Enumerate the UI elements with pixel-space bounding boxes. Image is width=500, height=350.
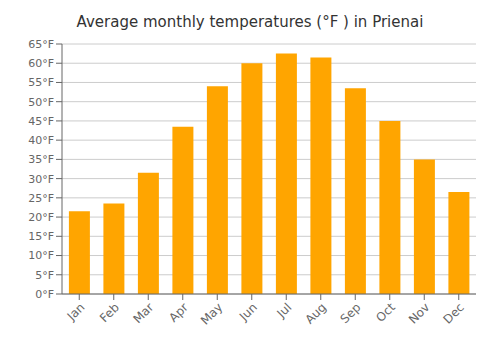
svg-text:50°F: 50°F: [28, 96, 54, 109]
svg-text:May: May: [198, 300, 225, 327]
svg-text:5°F: 5°F: [35, 269, 54, 282]
svg-text:Mar: Mar: [130, 300, 156, 326]
svg-text:20°F: 20°F: [28, 211, 54, 224]
svg-text:Apr: Apr: [166, 300, 191, 325]
svg-text:60°F: 60°F: [28, 57, 54, 70]
svg-text:10°F: 10°F: [28, 249, 54, 262]
svg-text:35°F: 35°F: [28, 153, 54, 166]
svg-text:65°F: 65°F: [28, 38, 54, 51]
svg-text:Nov: Nov: [406, 300, 432, 326]
svg-text:30°F: 30°F: [28, 173, 54, 186]
svg-text:Oct: Oct: [373, 300, 398, 325]
svg-text:40°F: 40°F: [28, 134, 54, 147]
svg-text:0°F: 0°F: [35, 288, 54, 301]
html-text:Average monthly temperatures (: Average monthly temperatures (°F ) in Pr…: [76, 13, 424, 31]
svg-text:45°F: 45°F: [28, 115, 54, 128]
svg-text:Jul: Jul: [274, 300, 295, 321]
svg-text:Jun: Jun: [236, 300, 260, 324]
svg-text:Sep: Sep: [337, 300, 363, 326]
svg-text:Aug: Aug: [302, 300, 328, 326]
svg-text:15°F: 15°F: [28, 230, 54, 243]
svg-text:Jan: Jan: [64, 300, 88, 324]
svg-text:Feb: Feb: [97, 300, 122, 325]
svg-text:55°F: 55°F: [28, 76, 54, 89]
svg-text:25°F: 25°F: [28, 192, 54, 205]
svg-text:Dec: Dec: [441, 300, 467, 326]
